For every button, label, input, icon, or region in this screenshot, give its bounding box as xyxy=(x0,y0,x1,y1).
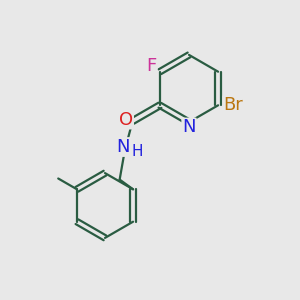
Text: O: O xyxy=(119,111,133,128)
Text: F: F xyxy=(146,57,157,75)
Text: N: N xyxy=(182,118,196,136)
Text: H: H xyxy=(132,144,143,159)
Text: N: N xyxy=(117,138,130,156)
Text: Br: Br xyxy=(223,96,243,114)
